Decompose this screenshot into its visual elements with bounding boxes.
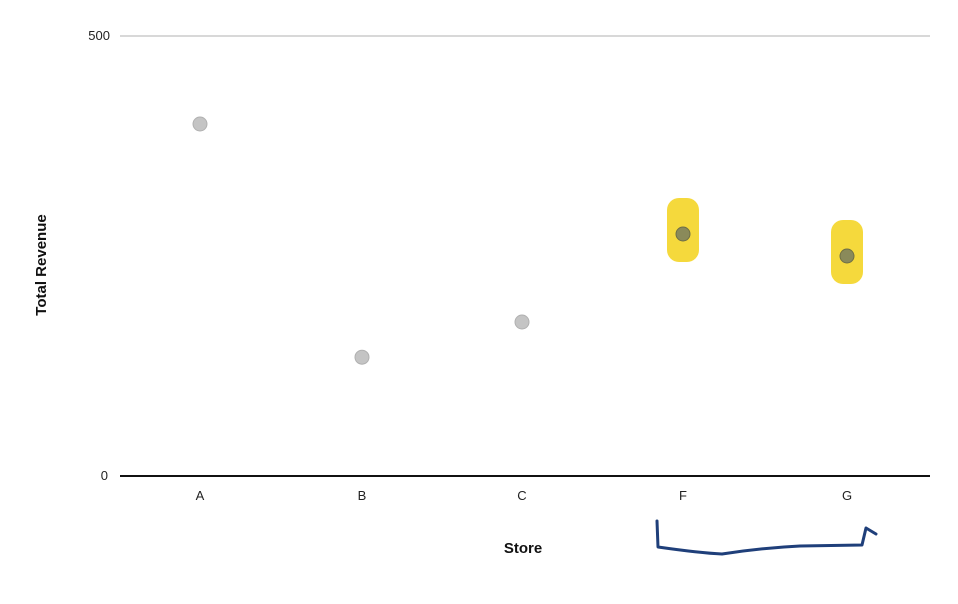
highlight-layer [667, 198, 863, 284]
x-tick-label-g: G [842, 488, 852, 503]
x-axis-title: Store [504, 540, 542, 557]
y-tick-label-500: 500 [88, 28, 110, 43]
data-point-c [514, 314, 530, 330]
data-point-g [839, 248, 855, 264]
y-axis-title: Total Revenue [33, 214, 50, 315]
x-tick-label-f: F [679, 488, 687, 503]
highlight-bracket [655, 519, 878, 556]
data-point-f [675, 226, 691, 242]
x-tick-label-a: A [196, 488, 205, 503]
y-tick-label-0: 0 [101, 468, 108, 483]
x-tick-label-c: C [517, 488, 526, 503]
points-layer [192, 116, 855, 365]
x-tick-label-b: B [358, 488, 367, 503]
data-point-a [192, 116, 208, 132]
data-point-b [354, 349, 370, 365]
